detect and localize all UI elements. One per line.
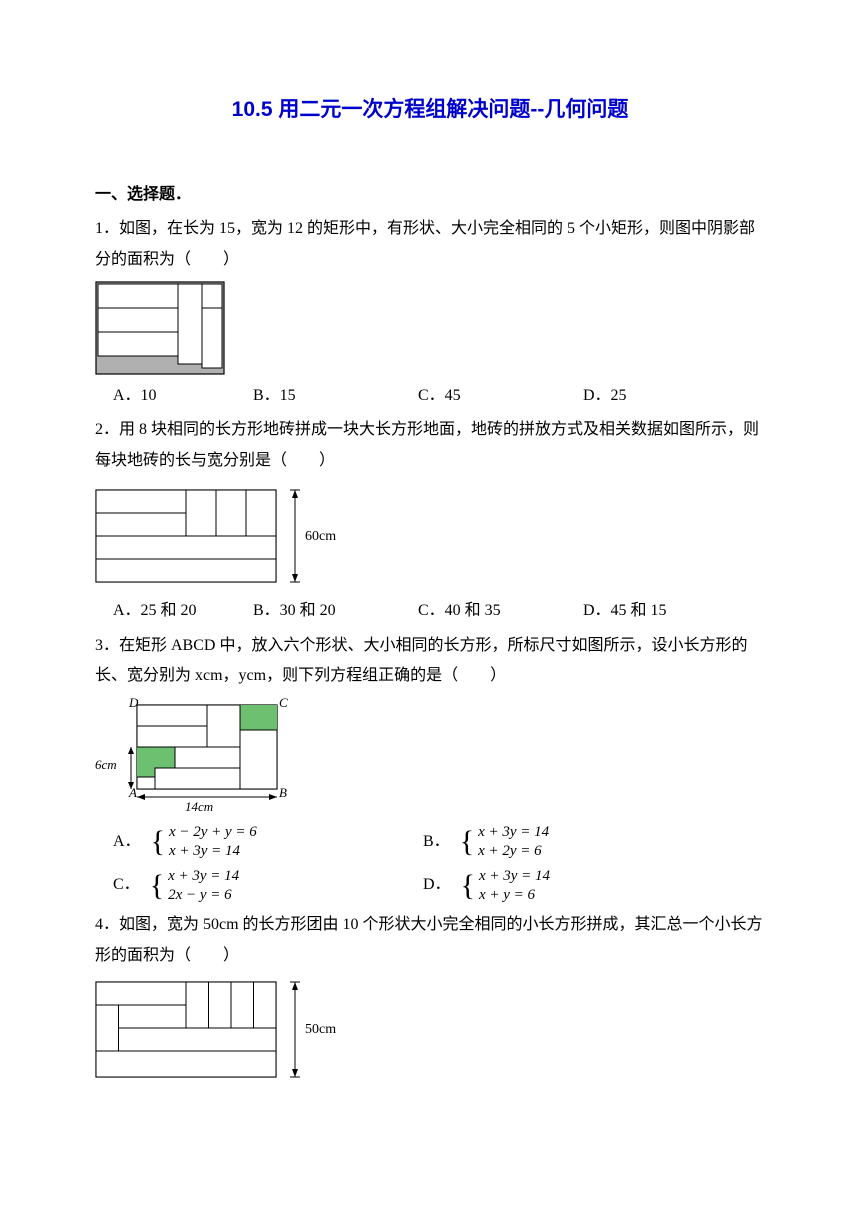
q2-option-b: B．30 和 20 — [253, 596, 418, 626]
question-3-figure: D C A B 6cm 14cm — [95, 697, 765, 817]
q2-dimension-label: 60cm — [305, 529, 336, 544]
q1-option-a: A．10 — [113, 381, 253, 411]
question-2-figure: 60cm — [95, 482, 765, 590]
page-title: 10.5 用二元一次方程组解决问题--几何问题 — [95, 90, 765, 130]
brace-icon: { — [151, 827, 165, 857]
svg-text:D: D — [128, 697, 139, 710]
question-1-text: 1．如图，在长为 15，宽为 12 的矩形中，有形状、大小完全相同的 5 个小矩… — [95, 214, 765, 275]
svg-text:C: C — [279, 697, 288, 710]
question-2-options: A．25 和 20 B．30 和 20 C．40 和 35 D．45 和 15 — [113, 596, 765, 626]
question-4-text: 4．如图，宽为 50cm 的长方形团由 10 个形状大小完全相同的小长方形拼成，… — [95, 910, 765, 971]
question-2-text: 2．用 8 块相同的长方形地砖拼成一块大长方形地面，地砖的拼放方式及相关数据如图… — [95, 415, 765, 476]
q3-option-c: C． { x + 3y = 14 2x − y = 6 — [113, 867, 423, 905]
svg-text:14cm: 14cm — [185, 799, 213, 814]
q3-option-b: B． { x + 3y = 14 x + 2y = 6 — [423, 823, 549, 861]
section-header: 一、选择题． — [95, 180, 765, 210]
brace-icon: { — [150, 871, 164, 901]
q1-option-b: B．15 — [253, 381, 418, 411]
q2-option-d: D．45 和 15 — [583, 596, 667, 626]
brace-icon: { — [460, 827, 474, 857]
q1-option-c: C．45 — [418, 381, 583, 411]
svg-text:A: A — [128, 785, 137, 800]
question-1-options: A．10 B．15 C．45 D．25 — [113, 381, 765, 411]
question-4-figure: 50cm — [95, 977, 765, 1082]
q3-option-d: D． { x + 3y = 14 x + y = 6 — [423, 867, 550, 905]
q1-option-d: D．25 — [583, 381, 627, 411]
question-3-options: A． { x − 2y + y = 6 x + 3y = 14 B． { x +… — [113, 823, 765, 904]
brace-icon: { — [461, 871, 475, 901]
q2-option-a: A．25 和 20 — [113, 596, 253, 626]
svg-text:6cm: 6cm — [95, 757, 117, 772]
question-1-figure — [95, 281, 765, 375]
svg-text:B: B — [279, 785, 287, 800]
q4-dimension-label: 50cm — [305, 1022, 336, 1037]
q3-option-a: A． { x − 2y + y = 6 x + 3y = 14 — [113, 823, 423, 861]
question-3-text: 3．在矩形 ABCD 中，放入六个形状、大小相同的长方形，所标尺寸如图所示，设小… — [95, 631, 765, 692]
q2-option-c: C．40 和 35 — [418, 596, 583, 626]
